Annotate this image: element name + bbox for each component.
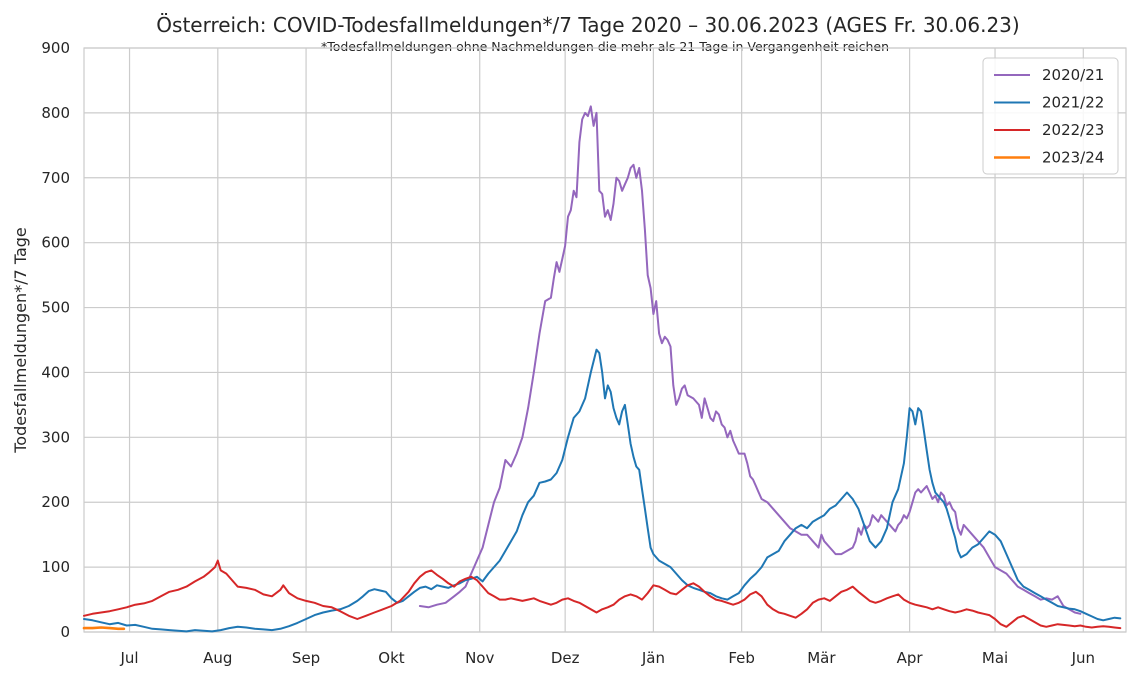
y-axis-label: Todesfallmeldungen*/7 Tage bbox=[11, 227, 30, 454]
x-tick-label: Mär bbox=[807, 649, 836, 667]
y-tick-label: 800 bbox=[41, 104, 70, 122]
legend-items: 2020/21 2021/22 2022/23 2023/24 bbox=[994, 66, 1104, 167]
legend-label: 2020/21 bbox=[1042, 66, 1104, 84]
x-tick-label: Jul bbox=[119, 649, 138, 667]
grid bbox=[84, 47, 1126, 633]
chart-title: Österreich: COVID-Todesfallmeldungen*/7 … bbox=[156, 13, 1019, 37]
x-tick-label: Apr bbox=[897, 649, 924, 667]
y-tick-label: 100 bbox=[41, 558, 70, 576]
x-tick-label: Feb bbox=[728, 649, 755, 667]
series-line-2023-24 bbox=[82, 626, 126, 631]
chart-subtitle: *Todesfallmeldungen ohne Nachmeldungen d… bbox=[321, 39, 889, 54]
y-tick-label: 600 bbox=[41, 234, 70, 252]
y-tick-label: 0 bbox=[60, 623, 70, 641]
x-tick-label: Mai bbox=[982, 649, 1008, 667]
legend-label: 2023/24 bbox=[1042, 149, 1104, 167]
legend-label: 2022/23 bbox=[1042, 121, 1104, 139]
x-axis-ticks: Jul Aug Sep Okt Nov Dez Jän Feb Mär Apr Mai Jun bbox=[119, 649, 1095, 667]
legend: 2020/21 2021/22 2022/23 2023/24 bbox=[982, 57, 1119, 175]
x-tick-label: Nov bbox=[465, 649, 494, 667]
y-tick-label: 900 bbox=[41, 39, 70, 57]
plot-frame bbox=[83, 47, 1127, 633]
legend-box bbox=[982, 57, 1119, 175]
x-tick-label: Jän bbox=[641, 649, 665, 667]
y-tick-label: 400 bbox=[41, 363, 70, 381]
x-tick-label: Dez bbox=[551, 649, 580, 667]
y-tick-label: 500 bbox=[41, 299, 70, 317]
series-line-2020-21 bbox=[418, 105, 1082, 615]
x-tick-label: Okt bbox=[378, 649, 404, 667]
series-line-2021-22 bbox=[83, 348, 1122, 633]
series-line-2022-23 bbox=[83, 559, 1122, 630]
y-tick-label: 700 bbox=[41, 169, 70, 187]
y-axis-ticks: 0 100 200 300 400 500 600 700 800 900 bbox=[41, 39, 70, 641]
y-tick-label: 200 bbox=[41, 493, 70, 511]
x-tick-label: Jun bbox=[1071, 649, 1095, 667]
x-tick-label: Aug bbox=[203, 649, 232, 667]
series-group bbox=[82, 105, 1122, 633]
y-tick-label: 300 bbox=[41, 428, 70, 446]
x-tick-label: Sep bbox=[292, 649, 320, 667]
legend-label: 2021/22 bbox=[1042, 94, 1104, 112]
